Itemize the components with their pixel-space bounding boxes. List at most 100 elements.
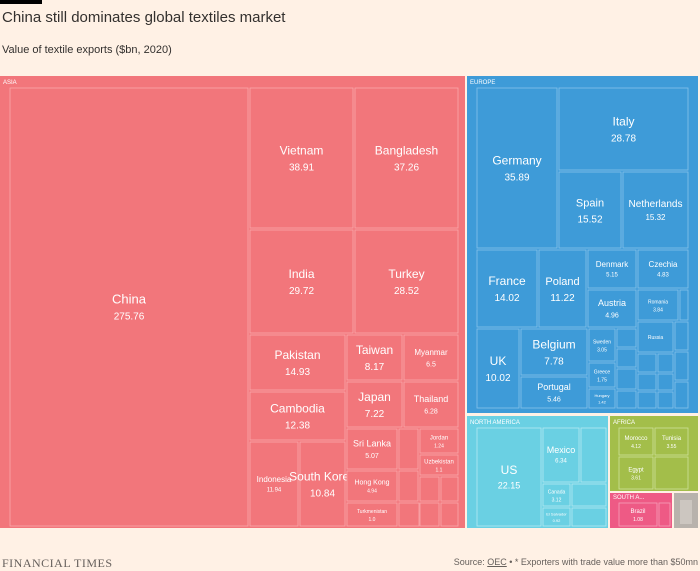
country-name: Germany <box>492 154 541 168</box>
cell-sweden-rect <box>588 328 616 362</box>
country-value: 11.22 <box>550 293 575 304</box>
cell-vietnam: Vietnam 38.91 <box>249 87 354 229</box>
cell-sweden: Sweden 3.05 <box>588 328 616 362</box>
cell-japan: Japan 7.22 <box>346 381 403 428</box>
country-value: 6.5 <box>426 361 436 368</box>
minor-exporter-cell <box>654 456 689 490</box>
country-name: Egypt <box>628 467 644 473</box>
brand-bar <box>0 0 42 4</box>
country-value: 5.07 <box>365 453 379 460</box>
country-value: 3.12 <box>552 497 562 503</box>
minor-exporter-cell <box>616 390 637 409</box>
country-name: Cambodia <box>270 402 325 416</box>
country-name: Brazil <box>630 509 645 515</box>
minor-exporter-cell <box>657 373 674 391</box>
cell-greece-rect <box>588 362 616 388</box>
country-value: 1.24 <box>434 443 444 449</box>
country-value: 29.72 <box>289 286 314 297</box>
minor-exporter-cell <box>657 353 674 373</box>
country-name: Denmark <box>596 260 629 269</box>
cell-brazil-rect <box>618 502 658 527</box>
country-name: Sri Lanka <box>353 439 391 449</box>
cell-poland: Poland 11.22 <box>538 249 587 328</box>
country-name: Turkey <box>388 267 424 281</box>
cell-south-korea: South Korea 10.84 <box>289 441 356 527</box>
cell-japan-rect <box>346 381 403 428</box>
cell-greece: Greece 1.75 <box>588 362 616 388</box>
cell-tunisia-rect <box>654 427 689 456</box>
minor-exporter-cell <box>571 507 607 527</box>
country-value: 3.55 <box>667 444 677 450</box>
cell-india-rect <box>249 229 354 334</box>
country-name: Russia <box>648 335 664 341</box>
cell-hungary: Hungary 1.42 <box>588 388 616 409</box>
country-value: 3.84 <box>653 307 663 313</box>
country-name: Sweden <box>593 339 611 345</box>
country-value: 6.28 <box>424 408 438 415</box>
cell-turkey-rect <box>354 229 459 334</box>
publisher-logo: FINANCIAL TIMES <box>2 556 113 570</box>
cell-russia: Russia <box>637 321 674 353</box>
country-name: South Korea <box>289 470 356 484</box>
cell-indonesia-rect <box>249 441 299 527</box>
cell-portugal: Portugal 5.46 <box>520 376 588 409</box>
country-name: Belgium <box>532 338 575 352</box>
cell-jordan-rect <box>419 428 459 454</box>
minor-exporter-cell <box>657 391 674 409</box>
minor-exporter-cell <box>419 502 440 527</box>
cell-hong-kong-rect <box>346 470 398 502</box>
country-name: Jordan <box>430 435 448 441</box>
country-value: 5.15 <box>606 273 618 279</box>
minor-exporter-cell <box>580 427 607 483</box>
cell-us-rect <box>476 427 542 527</box>
country-value: 14.02 <box>494 293 519 304</box>
source-link[interactable]: OEC <box>487 557 507 567</box>
cell-romania: Romania 3.84 <box>637 289 679 321</box>
cell-bangladesh: Bangladesh 37.26 <box>354 87 459 229</box>
cell-egypt-rect <box>618 456 654 490</box>
cell-turkmenistan: Turkmenistan 1.0 <box>346 502 398 527</box>
country-name: China <box>112 292 147 307</box>
minor-exporter-cell <box>637 353 657 373</box>
country-value: 15.52 <box>577 215 602 226</box>
cell-brazil: Brazil 1.08 <box>618 502 658 527</box>
country-name: Spain <box>576 198 604 210</box>
country-name: Myanmar <box>414 348 448 357</box>
country-value: 7.22 <box>365 409 385 420</box>
country-name: US <box>501 463 518 477</box>
cell-austria-rect <box>587 289 637 328</box>
cell-morocco: Morocco 4.12 <box>618 427 654 456</box>
country-name: Mexico <box>547 445 576 455</box>
country-name: Greece <box>594 369 611 375</box>
minor-exporter-cell <box>658 502 671 527</box>
country-name: Austria <box>598 298 626 308</box>
minor-exporter-cell <box>637 373 657 391</box>
cell-el-salvador-rect <box>542 507 571 527</box>
country-name: Taiwan <box>356 343 393 357</box>
cell-cambodia-rect <box>249 391 346 441</box>
cell-portugal-rect <box>520 376 588 409</box>
cell-mexico: Mexico 6.34 <box>542 427 580 483</box>
minor-exporter-cell <box>679 289 689 321</box>
minor-exporter-cell <box>674 321 689 351</box>
cell-us: US 22.15 <box>476 427 542 527</box>
minor-exporter-cell <box>419 476 440 502</box>
region-label: EUROPE <box>470 80 495 86</box>
country-value: 1.08 <box>633 517 643 523</box>
cell-pakistan-rect <box>249 334 346 391</box>
country-value: 4.96 <box>605 312 619 319</box>
minor-exporter-cell <box>398 428 419 470</box>
country-name: Morocco <box>624 436 648 442</box>
chart-title: China still dominates global textiles ma… <box>2 9 286 26</box>
country-value: 37.26 <box>394 163 419 174</box>
cell-canada-rect <box>542 483 571 507</box>
country-name: Thailand <box>414 394 449 404</box>
country-name: Hungary <box>594 393 609 398</box>
chart-subtitle: Value of textile exports ($bn, 2020) <box>2 44 172 56</box>
country-name: UK <box>490 354 507 368</box>
country-name: India <box>288 267 314 281</box>
cell-italy-rect <box>558 87 689 171</box>
cell-spain-rect <box>558 171 622 249</box>
region-label: AFRICA <box>613 420 635 426</box>
cell-myanmar: Myanmar 6.5 <box>403 334 459 381</box>
